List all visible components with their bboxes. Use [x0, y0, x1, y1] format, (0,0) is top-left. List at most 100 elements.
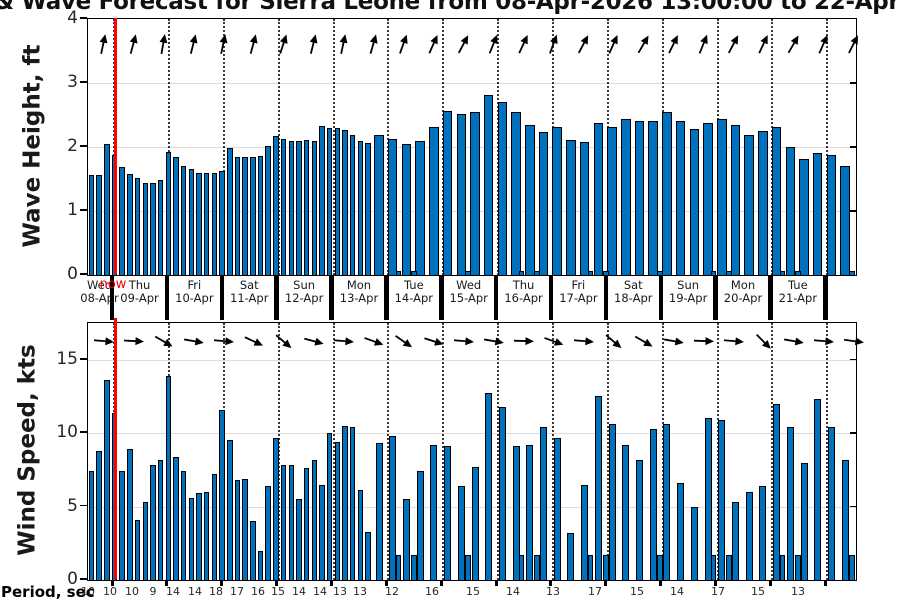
period-value: 10: [81, 585, 95, 598]
day-boundary-tick: [603, 276, 609, 320]
day-boundary-tick-bottom: [604, 579, 608, 586]
day-weekday: Sat: [239, 278, 259, 292]
day-separator-line: [661, 323, 664, 580]
wind-direction-arrow: [421, 328, 445, 354]
wave-bar: [157, 180, 164, 275]
wave-y-axis-label: Wave Height, ft: [19, 44, 46, 248]
wind-bar: [296, 499, 302, 580]
day-boundary-tick-bottom: [494, 579, 498, 586]
day-date: 08-Apr: [80, 290, 119, 305]
wave-direction-arrow: [781, 32, 805, 58]
wind-bar: [326, 433, 333, 580]
day-label: Tue 14-Apr: [387, 279, 441, 304]
wave-bar: [552, 127, 562, 275]
axis-tick: [80, 81, 87, 83]
wave-stub-bar: [395, 270, 402, 275]
axis-tick: [80, 357, 87, 360]
day-label: Thu 09-Apr: [113, 279, 167, 304]
wave-bar: [717, 118, 727, 275]
wind-bar: [265, 486, 271, 580]
day-separator-line: [771, 323, 774, 580]
wave-direction-arrow: [121, 32, 145, 58]
wave-direction-arrow: [151, 32, 175, 58]
wind-bar: [663, 424, 671, 580]
wind-stub-bar: [587, 555, 594, 580]
wave-bar: [211, 173, 218, 275]
period-value: 13: [791, 585, 805, 598]
wind-stub-bar: [657, 555, 663, 580]
wave-stub-bar: [849, 270, 855, 275]
period-value: 15: [466, 585, 480, 598]
wind-direction-arrow: [361, 328, 385, 354]
wind-bar: [704, 418, 712, 580]
wind-bar: [608, 424, 616, 580]
wave-direction-arrow: [751, 32, 775, 58]
wave-direction-arrow: [421, 32, 445, 58]
day-separator-line: [606, 323, 609, 580]
day-boundary-tick-bottom: [110, 579, 114, 586]
wind-bar: [273, 437, 279, 580]
wave-bar: [470, 111, 480, 275]
day-boundary-tick: [219, 276, 225, 320]
day-separator-line: [826, 323, 829, 580]
wind-bar: [150, 465, 156, 580]
wind-direction-arrow: [781, 328, 805, 354]
day-boundary-tick: [658, 276, 663, 320]
wave-bar: [593, 123, 604, 275]
wind-bar: [567, 533, 575, 580]
wind-bar: [188, 497, 195, 580]
y-tick-label: 5: [67, 495, 78, 516]
wind-direction-arrow: [331, 328, 355, 354]
wind-bar: [119, 471, 125, 580]
wind-bar: [402, 499, 410, 580]
wave-direction-arrow: [181, 32, 205, 58]
wind-direction-arrow: [391, 328, 415, 354]
wind-stub-bar: [518, 555, 525, 580]
wave-direction-arrow: [391, 32, 415, 58]
wind-bar: [88, 471, 95, 580]
wave-bar: [429, 127, 439, 275]
y-tick-label: 0: [67, 264, 78, 284]
day-label: Sat 11-Apr: [222, 279, 276, 304]
wind-direction-arrow: [241, 328, 265, 354]
axis-tick: [80, 273, 87, 275]
wave-bar: [165, 152, 172, 275]
wind-bar: [540, 427, 547, 580]
period-axis-label: Period, sec: [1, 583, 95, 600]
day-boundary-tick-bottom: [384, 579, 388, 586]
day-boundary-tick: [164, 276, 170, 320]
wind-stub-bar: [710, 555, 717, 580]
day-label: Sun 12-Apr: [277, 279, 331, 304]
wind-bar: [211, 474, 218, 580]
wind-direction-arrow: [121, 328, 145, 354]
wind-bar: [732, 502, 739, 580]
wind-bar: [311, 459, 318, 580]
wave-bar: [374, 134, 384, 275]
axis-tick: [80, 209, 87, 211]
wind-bar: [636, 459, 643, 580]
wind-direction-arrow: [841, 328, 865, 354]
wave-bar: [311, 140, 318, 275]
wave-direction-arrow: [511, 32, 535, 58]
day-weekday: Mon: [730, 278, 756, 292]
day-boundary-tick-bottom: [165, 579, 169, 586]
day-separator-line: [442, 323, 445, 580]
wind-direction-arrow: [751, 328, 775, 354]
wind-bar: [157, 459, 164, 580]
wind-direction-arrow: [151, 328, 175, 354]
wave-direction-arrow: [451, 32, 475, 58]
wave-bar: [525, 124, 535, 275]
wind-stub-bar: [465, 555, 471, 580]
wave-stub-bar: [657, 270, 663, 275]
wave-bar: [326, 127, 333, 275]
wave-bar: [349, 134, 356, 275]
gridline: [88, 359, 856, 361]
wind-bar: [173, 456, 179, 580]
wind-stub-bar: [779, 555, 786, 580]
now-line: [113, 18, 117, 274]
wave-bar: [812, 152, 823, 275]
day-weekday: Sun: [293, 278, 316, 292]
wave-direction-arrow: [631, 32, 655, 58]
axis-tick: [80, 17, 87, 19]
day-label: Mon 20-Apr: [716, 279, 770, 304]
